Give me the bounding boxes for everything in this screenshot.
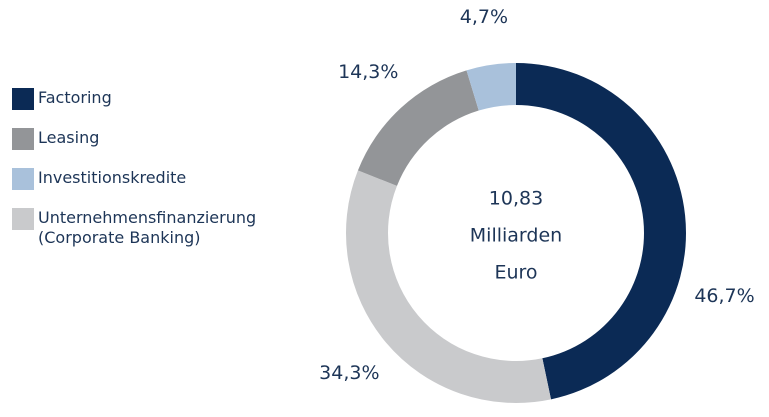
value-label: 14,3%: [338, 61, 398, 83]
legend-swatch: [12, 88, 34, 110]
center-label: Milliarden: [470, 225, 562, 247]
legend-label: Factoring: [38, 88, 112, 107]
value-label: 4,7%: [460, 6, 508, 28]
legend-item: Investitionskredite: [12, 168, 312, 190]
legend-item: Unternehmensfinanzierung (Corporate Bank…: [12, 208, 312, 248]
legend-swatch: [12, 208, 34, 230]
legend-label: Leasing: [38, 128, 100, 147]
legend-label: Unternehmensfinanzierung (Corporate Bank…: [38, 208, 257, 247]
legend: Factoring Leasing Investitionskredite Unter…: [12, 88, 312, 266]
center-label: 10,83: [489, 188, 543, 210]
legend-swatch: [12, 168, 34, 190]
donut-segment: [516, 63, 686, 400]
legend-item: Factoring: [12, 88, 312, 110]
value-label: 34,3%: [319, 362, 379, 384]
legend-swatch: [12, 128, 34, 150]
legend-label: Investitionskredite: [38, 168, 187, 187]
donut-segment: [346, 170, 551, 403]
value-label: 46,7%: [694, 285, 754, 307]
donut-segment: [466, 63, 516, 111]
donut-segment: [357, 70, 479, 186]
center-label: Euro: [494, 262, 537, 284]
legend-item: Leasing: [12, 128, 312, 150]
